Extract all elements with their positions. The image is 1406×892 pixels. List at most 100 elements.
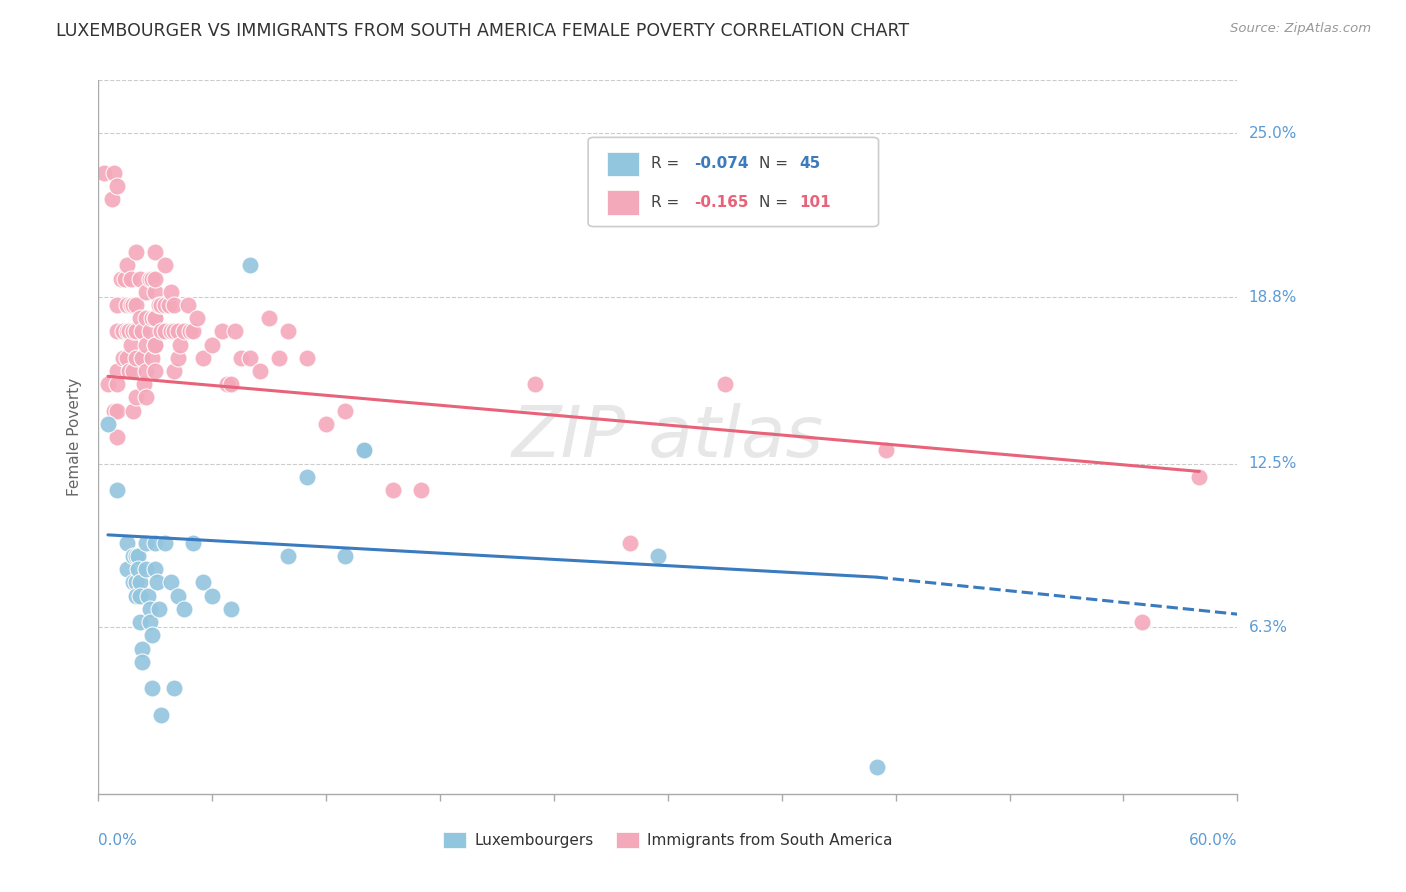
- Point: [167, 324, 190, 338]
- Point: [153, 324, 176, 338]
- Point: [141, 271, 163, 285]
- Point: [153, 298, 176, 312]
- Point: [115, 298, 138, 312]
- Point: [381, 483, 404, 497]
- Point: [191, 351, 214, 365]
- Point: [353, 443, 375, 458]
- Point: [121, 324, 143, 338]
- Point: [107, 324, 129, 338]
- Point: [125, 549, 148, 563]
- Point: [297, 351, 319, 365]
- Text: R =: R =: [651, 195, 683, 210]
- Point: [353, 443, 375, 458]
- Point: [217, 377, 239, 392]
- Point: [315, 417, 337, 431]
- Point: [135, 536, 157, 550]
- Point: [121, 575, 143, 590]
- FancyBboxPatch shape: [588, 137, 879, 227]
- Point: [411, 483, 433, 497]
- Point: [97, 417, 120, 431]
- Point: [145, 337, 167, 351]
- Point: [221, 602, 243, 616]
- Point: [145, 285, 167, 299]
- Point: [135, 337, 157, 351]
- Point: [353, 443, 375, 458]
- Text: R =: R =: [651, 156, 683, 171]
- Point: [150, 298, 173, 312]
- Point: [131, 351, 153, 365]
- Point: [866, 760, 889, 774]
- Point: [153, 258, 176, 272]
- Point: [173, 602, 195, 616]
- Text: -0.074: -0.074: [695, 156, 748, 171]
- Point: [115, 324, 138, 338]
- Point: [135, 562, 157, 576]
- Point: [239, 258, 262, 272]
- Point: [163, 364, 186, 378]
- Point: [129, 575, 152, 590]
- Point: [127, 562, 149, 576]
- Point: [131, 324, 153, 338]
- Point: [141, 628, 163, 642]
- Point: [167, 351, 190, 365]
- Point: [118, 324, 141, 338]
- Point: [335, 403, 357, 417]
- Text: ZIP atlas: ZIP atlas: [512, 402, 824, 472]
- Point: [201, 589, 224, 603]
- Point: [121, 298, 143, 312]
- Point: [145, 271, 167, 285]
- Point: [647, 549, 669, 563]
- Point: [146, 575, 169, 590]
- Point: [132, 377, 155, 392]
- Text: LUXEMBOURGER VS IMMIGRANTS FROM SOUTH AMERICA FEMALE POVERTY CORRELATION CHART: LUXEMBOURGER VS IMMIGRANTS FROM SOUTH AM…: [56, 22, 910, 40]
- Point: [135, 285, 157, 299]
- Text: 60.0%: 60.0%: [1189, 833, 1237, 848]
- Text: Source: ZipAtlas.com: Source: ZipAtlas.com: [1230, 22, 1371, 36]
- Point: [259, 311, 281, 326]
- Point: [1132, 615, 1154, 629]
- Point: [179, 324, 201, 338]
- Point: [148, 298, 170, 312]
- Point: [141, 351, 163, 365]
- Point: [1188, 469, 1211, 483]
- Point: [107, 364, 129, 378]
- Point: [125, 324, 148, 338]
- Point: [163, 681, 186, 695]
- Point: [115, 536, 138, 550]
- Point: [136, 589, 159, 603]
- Point: [129, 271, 152, 285]
- Point: [115, 258, 138, 272]
- Point: [114, 271, 136, 285]
- Text: 6.3%: 6.3%: [1249, 620, 1288, 635]
- Point: [135, 311, 157, 326]
- Point: [121, 364, 143, 378]
- Bar: [607, 152, 640, 177]
- Point: [129, 311, 152, 326]
- Point: [145, 311, 167, 326]
- Point: [249, 364, 271, 378]
- Text: 12.5%: 12.5%: [1249, 456, 1296, 471]
- Point: [115, 351, 138, 365]
- Point: [176, 298, 198, 312]
- Point: [221, 377, 243, 392]
- Point: [103, 166, 125, 180]
- Point: [145, 562, 167, 576]
- Point: [100, 192, 122, 206]
- Point: [186, 311, 208, 326]
- Point: [120, 337, 142, 351]
- Point: [120, 271, 142, 285]
- Point: [138, 324, 160, 338]
- Point: [148, 602, 170, 616]
- Point: [125, 391, 148, 405]
- Point: [112, 351, 135, 365]
- Point: [131, 641, 153, 656]
- Point: [118, 364, 141, 378]
- Text: 0.0%: 0.0%: [98, 833, 138, 848]
- Point: [150, 707, 173, 722]
- Point: [97, 377, 120, 392]
- Point: [107, 430, 129, 444]
- Point: [125, 351, 148, 365]
- Point: [121, 549, 143, 563]
- Point: [157, 298, 180, 312]
- Point: [141, 681, 163, 695]
